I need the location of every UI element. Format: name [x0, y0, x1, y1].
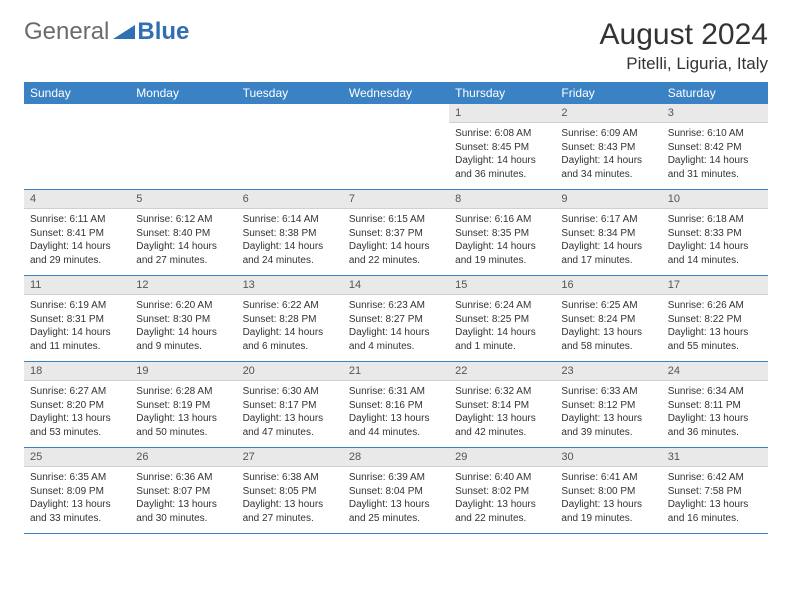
day-detail-cell: Sunrise: 6:36 AMSunset: 8:07 PMDaylight:…: [130, 467, 236, 531]
day-number-cell: 13: [237, 276, 343, 295]
day-detail-cell: Sunrise: 6:17 AMSunset: 8:34 PMDaylight:…: [555, 209, 661, 273]
weekday-label: Saturday: [662, 82, 768, 104]
logo-text-general: General: [24, 18, 109, 46]
day-number-cell: [343, 104, 449, 123]
day-number-cell: 22: [449, 362, 555, 381]
day-number-cell: 4: [24, 190, 130, 209]
day-number-cell: 27: [237, 448, 343, 467]
day-number-cell: 2: [555, 104, 661, 123]
day-number-cell: 19: [130, 362, 236, 381]
day-detail-cell: [343, 123, 449, 187]
day-number-row: 123: [24, 104, 768, 123]
day-number-cell: 24: [662, 362, 768, 381]
day-detail-cell: Sunrise: 6:10 AMSunset: 8:42 PMDaylight:…: [662, 123, 768, 187]
day-number-cell: 29: [449, 448, 555, 467]
weekday-label: Tuesday: [237, 82, 343, 104]
day-number-cell: [237, 104, 343, 123]
day-number-cell: 11: [24, 276, 130, 295]
day-detail-cell: [24, 123, 130, 187]
day-number-cell: 23: [555, 362, 661, 381]
weekday-label: Monday: [130, 82, 236, 104]
day-number-cell: 10: [662, 190, 768, 209]
day-detail-cell: [237, 123, 343, 187]
weekday-label: Thursday: [449, 82, 555, 104]
day-number-cell: 7: [343, 190, 449, 209]
weekday-label: Friday: [555, 82, 661, 104]
day-number-cell: 16: [555, 276, 661, 295]
day-detail-cell: Sunrise: 6:24 AMSunset: 8:25 PMDaylight:…: [449, 295, 555, 359]
day-number-cell: 6: [237, 190, 343, 209]
day-detail-cell: Sunrise: 6:14 AMSunset: 8:38 PMDaylight:…: [237, 209, 343, 273]
day-detail-cell: Sunrise: 6:23 AMSunset: 8:27 PMDaylight:…: [343, 295, 449, 359]
day-detail-cell: Sunrise: 6:08 AMSunset: 8:45 PMDaylight:…: [449, 123, 555, 187]
location: Pitelli, Liguria, Italy: [600, 54, 768, 74]
day-number-cell: 5: [130, 190, 236, 209]
logo-triangle-icon: [113, 18, 135, 46]
day-detail-row: Sunrise: 6:35 AMSunset: 8:09 PMDaylight:…: [24, 467, 768, 531]
day-detail-row: Sunrise: 6:08 AMSunset: 8:45 PMDaylight:…: [24, 123, 768, 187]
weekday-header: Sunday Monday Tuesday Wednesday Thursday…: [24, 82, 768, 104]
day-detail-cell: Sunrise: 6:09 AMSunset: 8:43 PMDaylight:…: [555, 123, 661, 187]
title-block: August 2024 Pitelli, Liguria, Italy: [600, 18, 768, 74]
day-detail-cell: Sunrise: 6:41 AMSunset: 8:00 PMDaylight:…: [555, 467, 661, 531]
day-number-cell: 14: [343, 276, 449, 295]
day-detail-cell: Sunrise: 6:25 AMSunset: 8:24 PMDaylight:…: [555, 295, 661, 359]
day-detail-cell: Sunrise: 6:34 AMSunset: 8:11 PMDaylight:…: [662, 381, 768, 445]
day-number-row: 11121314151617: [24, 276, 768, 295]
day-number-cell: 28: [343, 448, 449, 467]
day-number-cell: 1: [449, 104, 555, 123]
day-detail-cell: Sunrise: 6:32 AMSunset: 8:14 PMDaylight:…: [449, 381, 555, 445]
day-detail-cell: Sunrise: 6:15 AMSunset: 8:37 PMDaylight:…: [343, 209, 449, 273]
day-number-cell: 8: [449, 190, 555, 209]
day-number-cell: 21: [343, 362, 449, 381]
day-number-row: 18192021222324: [24, 362, 768, 381]
week-divider: [24, 533, 768, 534]
day-number-cell: 9: [555, 190, 661, 209]
logo-text-blue: Blue: [137, 18, 189, 46]
day-detail-cell: Sunrise: 6:12 AMSunset: 8:40 PMDaylight:…: [130, 209, 236, 273]
day-detail-cell: Sunrise: 6:40 AMSunset: 8:02 PMDaylight:…: [449, 467, 555, 531]
day-detail-cell: Sunrise: 6:39 AMSunset: 8:04 PMDaylight:…: [343, 467, 449, 531]
day-detail-cell: Sunrise: 6:42 AMSunset: 7:58 PMDaylight:…: [662, 467, 768, 531]
day-detail-cell: Sunrise: 6:38 AMSunset: 8:05 PMDaylight:…: [237, 467, 343, 531]
day-detail-cell: [130, 123, 236, 187]
day-number-cell: 25: [24, 448, 130, 467]
day-number-cell: 30: [555, 448, 661, 467]
weekday-label: Sunday: [24, 82, 130, 104]
day-detail-row: Sunrise: 6:27 AMSunset: 8:20 PMDaylight:…: [24, 381, 768, 445]
day-number-cell: 12: [130, 276, 236, 295]
day-detail-cell: Sunrise: 6:27 AMSunset: 8:20 PMDaylight:…: [24, 381, 130, 445]
logo: General Blue: [24, 18, 189, 46]
day-number-row: 25262728293031: [24, 448, 768, 467]
day-detail-cell: Sunrise: 6:18 AMSunset: 8:33 PMDaylight:…: [662, 209, 768, 273]
day-detail-cell: Sunrise: 6:22 AMSunset: 8:28 PMDaylight:…: [237, 295, 343, 359]
day-number-cell: 3: [662, 104, 768, 123]
day-detail-row: Sunrise: 6:19 AMSunset: 8:31 PMDaylight:…: [24, 295, 768, 359]
header: General Blue August 2024 Pitelli, Liguri…: [24, 18, 768, 74]
day-detail-cell: Sunrise: 6:35 AMSunset: 8:09 PMDaylight:…: [24, 467, 130, 531]
weekday-label: Wednesday: [343, 82, 449, 104]
day-number-cell: [130, 104, 236, 123]
day-number-cell: [24, 104, 130, 123]
day-number-cell: 20: [237, 362, 343, 381]
day-detail-cell: Sunrise: 6:26 AMSunset: 8:22 PMDaylight:…: [662, 295, 768, 359]
day-number-cell: 18: [24, 362, 130, 381]
calendar-body: 123Sunrise: 6:08 AMSunset: 8:45 PMDaylig…: [24, 104, 768, 534]
day-detail-cell: Sunrise: 6:20 AMSunset: 8:30 PMDaylight:…: [130, 295, 236, 359]
day-detail-cell: Sunrise: 6:33 AMSunset: 8:12 PMDaylight:…: [555, 381, 661, 445]
day-detail-cell: Sunrise: 6:30 AMSunset: 8:17 PMDaylight:…: [237, 381, 343, 445]
day-detail-cell: Sunrise: 6:19 AMSunset: 8:31 PMDaylight:…: [24, 295, 130, 359]
day-number-cell: 17: [662, 276, 768, 295]
month-title: August 2024: [600, 18, 768, 52]
day-detail-row: Sunrise: 6:11 AMSunset: 8:41 PMDaylight:…: [24, 209, 768, 273]
day-number-cell: 15: [449, 276, 555, 295]
day-detail-cell: Sunrise: 6:11 AMSunset: 8:41 PMDaylight:…: [24, 209, 130, 273]
day-detail-cell: Sunrise: 6:31 AMSunset: 8:16 PMDaylight:…: [343, 381, 449, 445]
day-number-cell: 31: [662, 448, 768, 467]
day-detail-cell: Sunrise: 6:16 AMSunset: 8:35 PMDaylight:…: [449, 209, 555, 273]
day-detail-cell: Sunrise: 6:28 AMSunset: 8:19 PMDaylight:…: [130, 381, 236, 445]
day-number-row: 45678910: [24, 190, 768, 209]
day-number-cell: 26: [130, 448, 236, 467]
